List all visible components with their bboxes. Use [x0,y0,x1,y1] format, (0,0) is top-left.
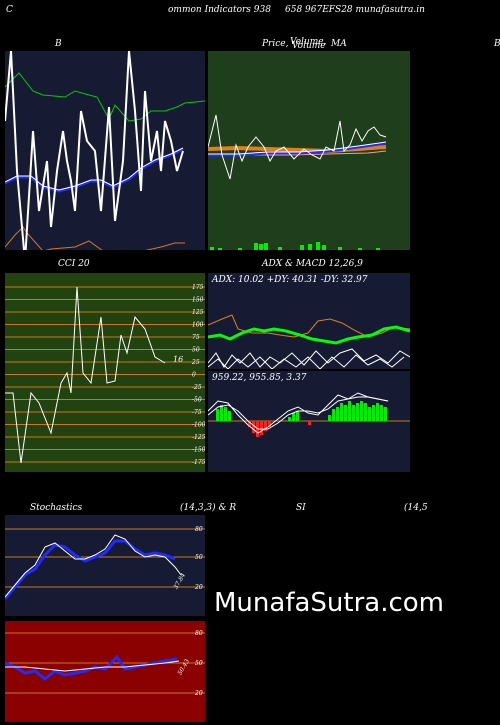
cci-tick-label: -175 [192,459,205,466]
volume-bars [210,242,380,250]
price-ma-orange [208,145,387,154]
cci-tick-label: 150 [192,297,204,304]
price-ma-label: MA [331,39,347,49]
stoch-tick-80: 80 [195,526,203,533]
rsi-tick-80: 80 [195,630,203,637]
price-ma-white [208,141,387,155]
adx-line [208,348,410,368]
stoch-label-left: Stochastics [30,503,83,513]
cci-tick-label: 75 [192,334,200,341]
price-right-cut: B [494,39,500,49]
stoch-label-si: SI [296,503,306,513]
macd-panel: 959.22, 955.85, 3.37 [208,371,410,472]
stoch-chart: 80 50 20 37.84 [5,526,205,600]
macd-readout: 959.22, 955.85, 3.37 [212,373,307,383]
bollinger-label: B [55,39,62,49]
adx-line-2 [208,354,405,369]
macd-chart [208,392,410,437]
rsi-chart: 80 50 20 50.43 [5,630,205,697]
bollinger-panel [5,51,205,250]
price-line [208,114,387,180]
header-code: 658 967EFS28 munafasutra.in [285,5,425,15]
cci-label: CCI 20 [58,259,90,269]
stoch-tick-20: 20 [194,584,203,591]
adx-readout: ADX: 10.02 +DY: 40.31 -DY: 32.97 [212,275,368,285]
cci-tick-label: -50 [192,397,202,404]
bollinger-price-line [5,51,184,250]
price-volume-label-2: Volume [292,41,326,51]
cci-tick-labels: 175 150 125 100 75 50 25 0 -25 -50 -75 -100 -125 -150… [191,284,205,466]
cci-tick-label: -100 [192,422,205,429]
price-volume-label: Volume, [290,37,327,47]
bollinger-middle-band-highlight [5,147,184,191]
stoch-d-line [5,534,182,598]
macd-signal-line [208,396,389,430]
stoch-value-label: 37.84 [172,572,187,591]
stoch-k-line [5,539,176,600]
cci-chart: 175 150 125 100 75 50 25 0 -25 -50 -75 -100 -125 -150… [5,284,205,466]
rsi-tick-50: 50 [195,660,203,667]
bollinger-lower-band [5,226,185,250]
cci-tick-label: -125 [192,434,205,441]
cci-tick-label: 175 [192,284,204,291]
cci-tick-label: 125 [192,309,204,316]
cci-panel: 175 150 125 100 75 50 25 0 -25 -50 -75 -100 -125 -150… [5,273,205,472]
cci-tick-label: -25 [192,384,202,391]
stoch-label-right: (14,5 [404,503,428,513]
rsi-panel: 80 50 20 50.43 [5,621,205,722]
price-panel [208,51,410,250]
cci-tick-label: -150 [192,447,205,454]
rsi-tick-20: 20 [194,690,203,697]
bollinger-chart [5,51,205,250]
bollinger-upper-band [5,72,205,122]
price-label: Price, [262,39,289,49]
adx-chart [208,314,410,369]
stoch-label-mid: (14,3,3) & R [180,503,237,513]
header-left: C [6,5,13,15]
bollinger-middle-band [5,147,184,193]
cci-tick-label: 50 [192,347,200,354]
price-ma-blue [208,141,387,157]
adx-panel: ADX: 10.02 +DY: 40.31 -DY: 32.97 [208,273,410,369]
munafasutra-watermark: MunafaSutra.com [214,588,445,618]
cci-tick-label: 25 [191,359,200,366]
cci-tick-label: 0 [192,372,196,379]
macd-histogram-positive [216,401,387,421]
stoch-tick-50: 50 [195,554,203,561]
cci-tick-label: 100 [192,322,204,329]
price-chart [208,114,387,250]
cci-tick-label: -75 [192,409,202,416]
stoch-panel: 80 50 20 37.84 [5,515,205,616]
header-title: ommon Indicators 938 [168,5,271,15]
adx-label: ADX & MACD 12,26,9 [262,259,363,269]
cci-line [5,286,166,464]
cci-grid [5,286,205,463]
macd-line [208,392,389,434]
rsi-signal-line [5,660,180,672]
adx-minus-di [208,325,410,345]
cci-value-label: 16 [173,355,184,364]
